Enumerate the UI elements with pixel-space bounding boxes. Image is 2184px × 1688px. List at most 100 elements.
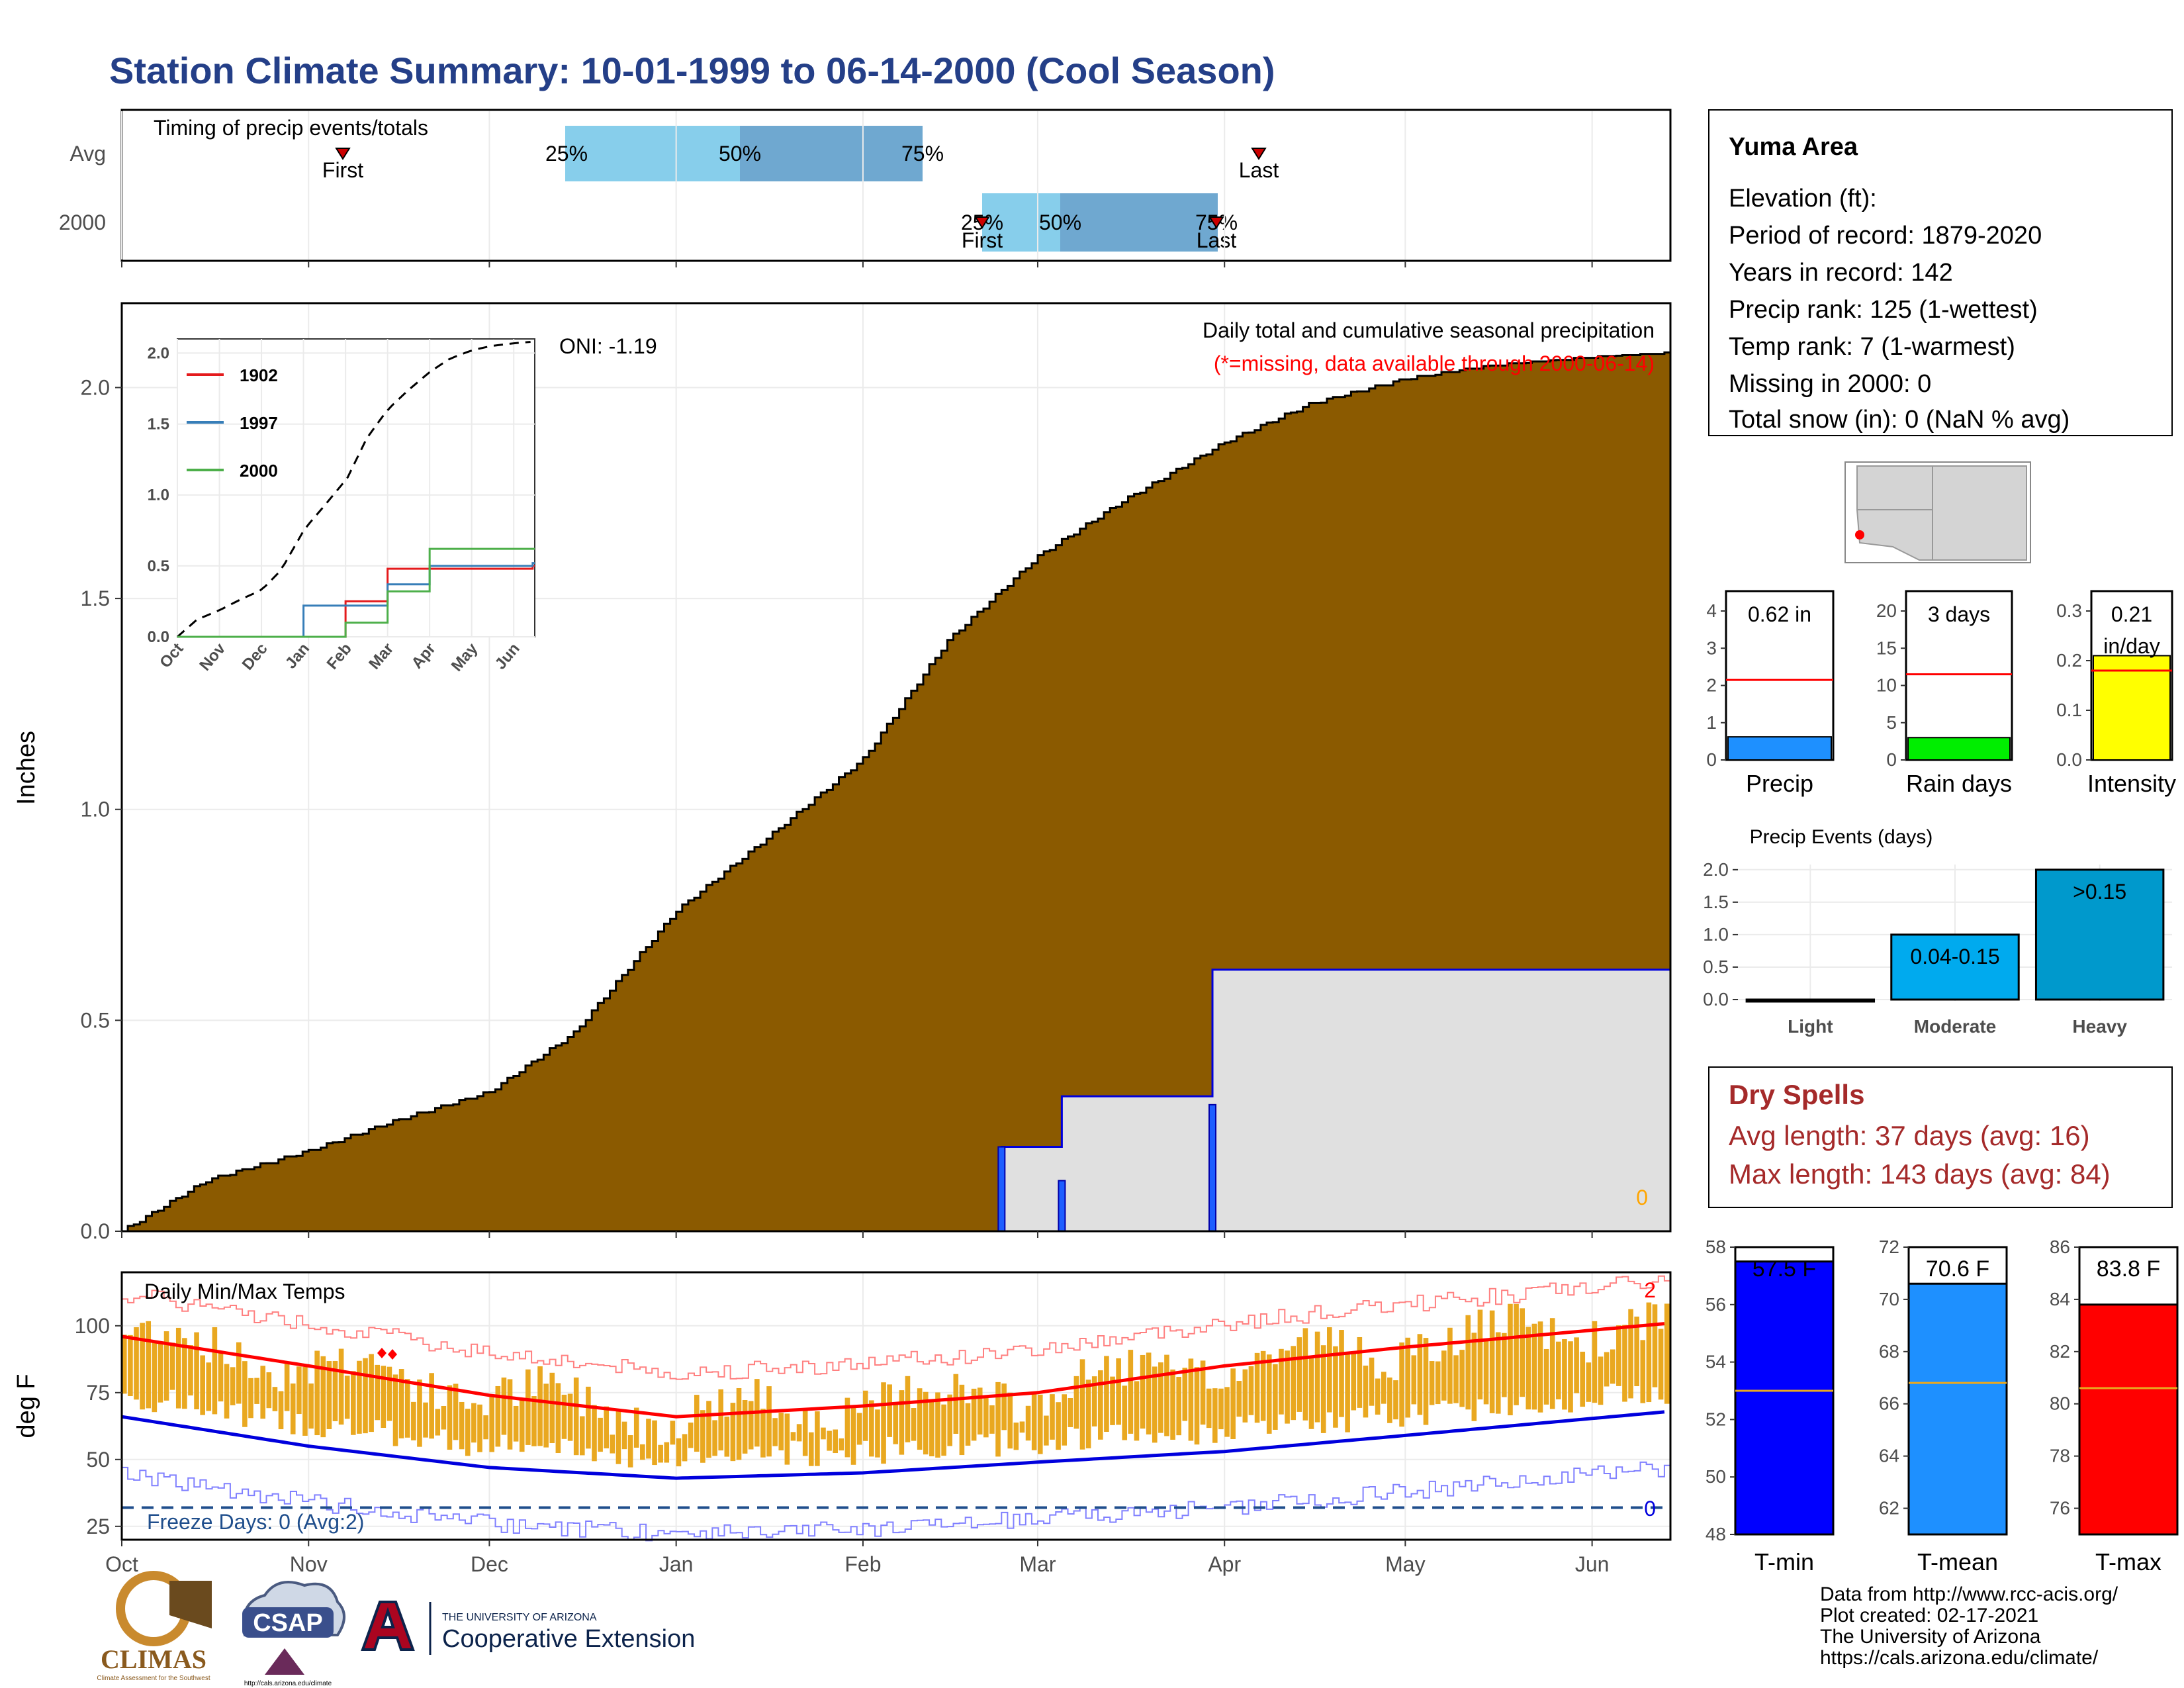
daily-temp-bar [411,1401,416,1440]
daily-temp-bar [1091,1376,1097,1427]
daily-temp-bar [1285,1350,1290,1424]
daily-temp-bar [471,1403,477,1443]
gauge-intensity-value: 0.21 [2111,602,2152,626]
daily-temp-bar [284,1363,290,1411]
daily-temp-bar [1357,1336,1363,1408]
daily-temp-bar [320,1356,326,1438]
daily-temp-bar [1568,1341,1573,1413]
precip-y-tick-label: 0.5 [81,1008,110,1032]
daily-temp-bar [212,1327,218,1415]
daily-precip-bar [1058,1180,1066,1232]
temp-tmin-tick-label: 54 [1706,1352,1726,1372]
daily-temp-bar [1104,1356,1109,1432]
daily-temp-bar [375,1364,381,1421]
daily-temp-bar [586,1386,591,1449]
gauge-precip-tick-label: 4 [1706,600,1717,621]
daily-temp-bar [700,1410,705,1463]
daily-temp-bar [947,1394,952,1446]
precip-panel: 0.0 0.5 1.0 1.5 2.0 Inches ONI: -1.19 Daily … [13,302,1672,1243]
daily-temp-bar [1291,1346,1296,1421]
daily-temp-bar [1085,1380,1091,1448]
daily-temp-bar [688,1423,694,1448]
page-title: Station Climate Summary: 10-01-1999 to 0… [109,50,1275,91]
temp-tmean-tick-label: 62 [1879,1498,1899,1519]
station-temp-rank: Temp rank: 7 (1-warmest) [1729,333,2015,361]
events-bars: 0.0 0.5 1.0 1.5 2.0 Light 0.04-0.15 Moderate >0.… [1703,859,2172,1037]
temp-tmin-value: 57.5 F [1752,1256,1816,1282]
oni-label: ONI: -1.19 [559,334,657,358]
daily-temp-bar [1122,1385,1128,1440]
legend-1902: 1902 [240,365,278,385]
dry-spells-frame [1708,1066,2173,1208]
climas-logo: CLIMAS Climate Assessment for the Southw… [97,1571,212,1682]
daily-temp-bar [1610,1349,1615,1384]
daily-temp-bar [1273,1364,1278,1430]
daily-temp-bar [1001,1383,1007,1430]
daily-temp-bar [592,1405,597,1462]
temp-y-ticks: 25 50 75 100 [75,1314,122,1538]
daily-temp-bar [429,1373,434,1439]
daily-temp-bar [604,1406,610,1449]
daily-temp-bar [344,1376,350,1419]
daily-temp-bar [1068,1397,1073,1427]
climas-cactus-icon [169,1581,212,1628]
credit-plot-created: Plot created: 02-17-2021 [1820,1605,2038,1626]
daily-temp-bar [1381,1372,1387,1404]
daily-temp-bar [1453,1355,1459,1403]
daily-temp-bar [555,1383,561,1454]
daily-temp-bar [1056,1402,1061,1450]
daily-temp-bar [887,1384,892,1437]
gauge-raindays-bar [1907,737,2011,761]
daily-temp-bar [598,1417,603,1452]
inset-frame [177,338,535,637]
daily-temp-bar [1248,1366,1254,1415]
daily-temp-bar [1308,1357,1314,1429]
y2000-last-marker-icon [1208,216,1224,229]
station-info-panel: Yuma Area Elevation (ft): Period of reco… [1708,109,2173,436]
daily-temp-bar [194,1332,199,1410]
daily-temp-bar [881,1382,886,1464]
daily-temp-bar [260,1366,266,1419]
month-axis: Oct Nov Dec Jan Feb Mar Apr May Jun [105,1231,1609,1576]
daily-temp-bar [236,1342,242,1404]
daily-temp-bar [640,1444,645,1460]
daily-temp-bar [1399,1342,1404,1427]
record-high-markers [377,1348,397,1360]
daily-temp-bar [1664,1303,1670,1404]
daily-temp-bar [1254,1352,1260,1423]
daily-temp-bar [1658,1329,1664,1400]
daily-temp-bar [1031,1393,1037,1450]
temp-tmean-tick-label: 64 [1879,1446,1899,1466]
timing-x-ticks [121,111,1593,267]
temp-tmax-tick-label: 76 [2050,1498,2070,1519]
events-y-tick-label: 1.5 [1703,892,1729,912]
temp-tmax-bar [2078,1303,2179,1536]
daily-temp-bar [549,1372,555,1443]
daily-temp-bar [1502,1333,1507,1397]
avg-p25-label: 25% [545,142,588,165]
climas-wordmark: CLIMAS [101,1644,206,1674]
daily-temp-bar [477,1404,482,1452]
daily-temp-bar [1218,1388,1224,1430]
daily-temp-bar [188,1345,193,1396]
daily-temp-bar [815,1411,820,1466]
daily-temp-bar [1429,1361,1435,1405]
temp-tmin-tick-label: 48 [1706,1524,1726,1544]
avg-p50-p75-band [740,126,923,181]
precip-y-ticks: 0.0 0.5 1.0 1.5 2.0 [81,375,122,1243]
daily-precip-bar [997,1146,1006,1232]
daily-temp-bar [760,1409,766,1458]
daily-temp-bar [224,1364,230,1419]
events-y-tick-label: 0.0 [1703,989,1729,1009]
daily-temp-bar [501,1378,507,1435]
gauge-raindays-tick-label: 0 [1886,749,1897,770]
month-tick-label: Jun [1575,1552,1610,1576]
temp-tmean-value: 70.6 F [1926,1256,1989,1282]
daily-temp-bar [682,1434,688,1462]
daily-temp-bar [248,1378,253,1419]
inset-y-tick-label: 0.0 [148,628,169,646]
record-min-line [122,1461,1670,1542]
daily-temp-bar [266,1372,272,1409]
daily-temp-bar [627,1435,633,1468]
daily-temp-bar [369,1354,374,1432]
